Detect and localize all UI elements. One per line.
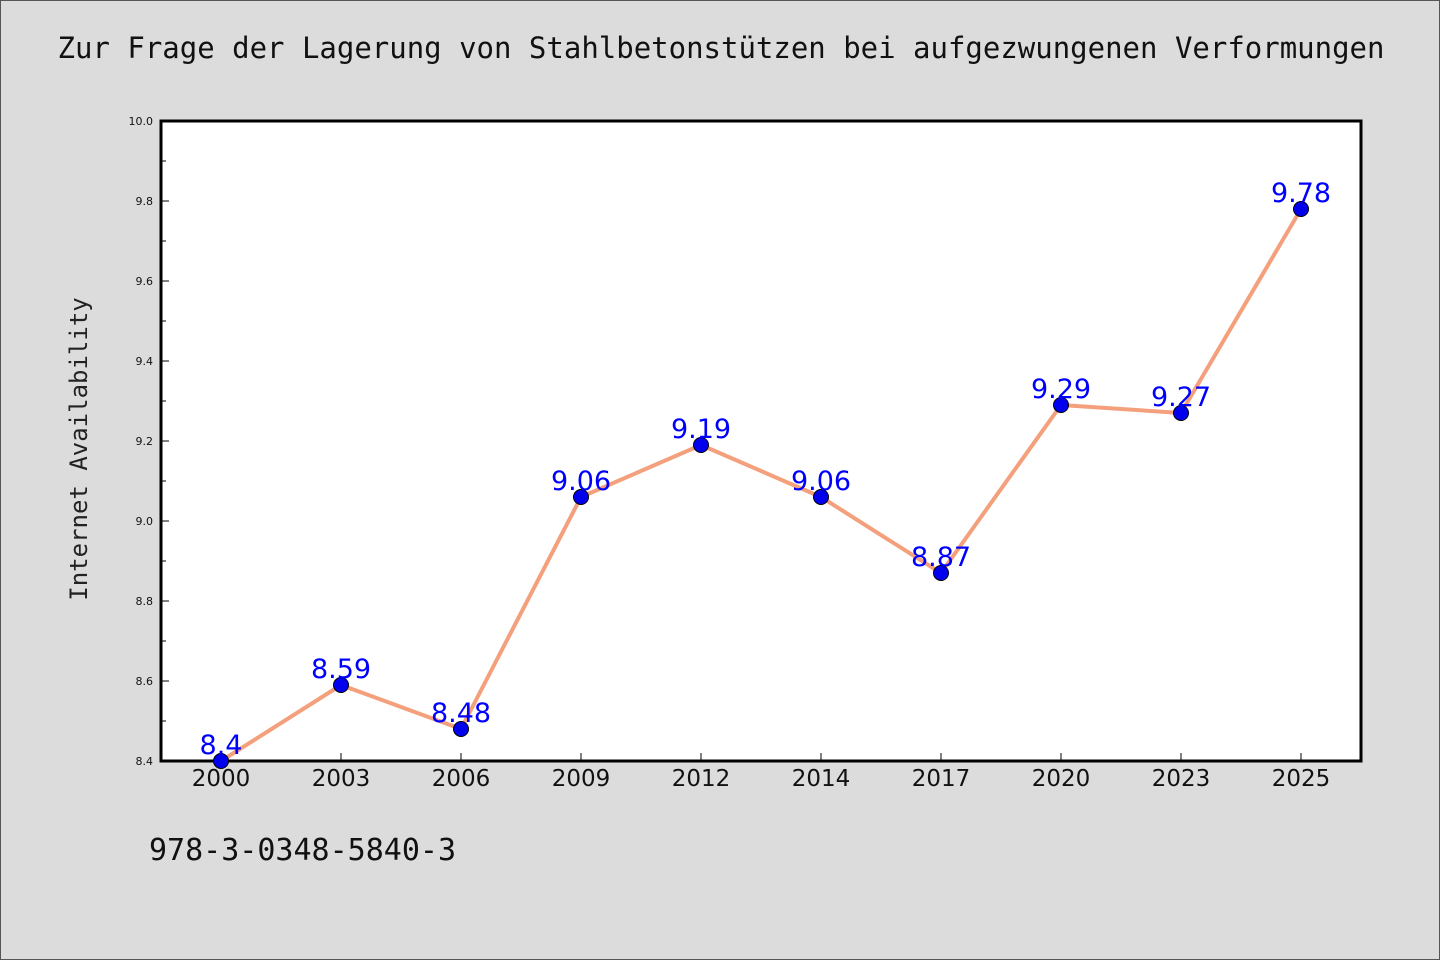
data-label: 9.29 (1031, 374, 1091, 405)
y-tick-label: 8.4 (136, 755, 154, 768)
data-label: 9.78 (1271, 178, 1331, 209)
x-tick-label: 2000 (192, 766, 251, 792)
x-tick-label: 2023 (1152, 766, 1211, 792)
x-tick-label: 2020 (1032, 766, 1091, 792)
series-line (219, 207, 1303, 763)
y-tick-label: 9.8 (136, 195, 154, 208)
data-point (1053, 397, 1069, 413)
x-tick-label: 2014 (792, 766, 851, 792)
y-axis-label: Internet Availability (65, 297, 93, 600)
data-point (1173, 405, 1189, 421)
y-tick-label: 9.6 (136, 275, 154, 288)
y-tick-label: 9.4 (136, 355, 154, 368)
chart-title: Zur Frage der Lagerung von Stahlbetonstü… (57, 31, 1385, 65)
y-tick-label: 8.6 (136, 675, 154, 688)
x-tick-label: 2003 (312, 766, 371, 792)
data-point (813, 489, 829, 505)
data-label: 9.19 (671, 414, 731, 445)
y-tick-label: 9.2 (136, 435, 154, 448)
data-label: 8.59 (311, 654, 371, 685)
x-tick-label: 2009 (552, 766, 611, 792)
y-tick-label: 9.0 (136, 515, 154, 528)
data-point (333, 677, 349, 693)
plot-area (161, 121, 1361, 761)
data-point (933, 565, 949, 581)
data-label: 9.27 (1151, 382, 1211, 413)
data-point (213, 753, 229, 769)
isbn-text: 978-3-0348-5840-3 (149, 833, 457, 868)
data-point (1293, 201, 1309, 217)
data-label: 9.06 (791, 466, 851, 497)
x-tick-label: 2006 (432, 766, 491, 792)
data-point (453, 721, 469, 737)
x-tick-label: 2017 (912, 766, 971, 792)
y-tick-label: 8.8 (136, 595, 154, 608)
data-label: 8.48 (431, 698, 491, 729)
data-point (693, 437, 709, 453)
data-label: 8.87 (911, 542, 971, 573)
data-label: 8.4 (200, 730, 243, 761)
x-tick-label: 2012 (672, 766, 731, 792)
data-label: 9.06 (551, 466, 611, 497)
x-tick-label: 2025 (1272, 766, 1331, 792)
y-tick-label: 10.0 (129, 115, 154, 128)
data-point (573, 489, 589, 505)
